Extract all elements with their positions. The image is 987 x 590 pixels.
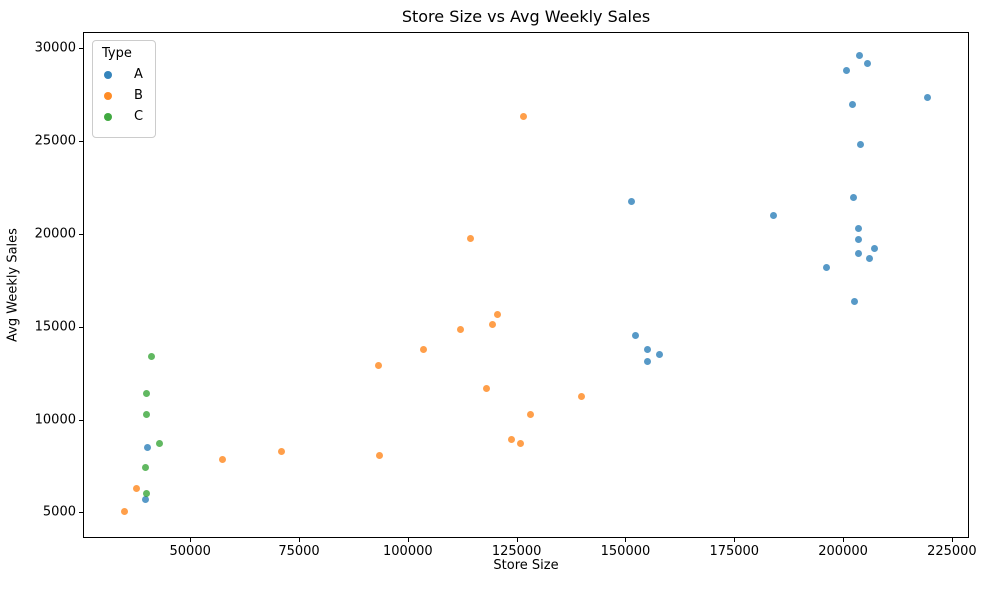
legend-label: A [134, 67, 143, 82]
plot-canvas: 50000 75000 100000 125000 150000 175000 200000… [35, 33, 977, 559]
legend-item-c: C [104, 109, 143, 124]
scatter-point-b [526, 410, 534, 418]
scatter-point-a [849, 100, 857, 108]
x-tick-mark [407, 538, 409, 542]
scatter-point-a [854, 225, 862, 233]
scatter-point-b [517, 439, 525, 447]
x-tick-label: 225000 [927, 544, 977, 559]
x-tick-mark [190, 538, 192, 542]
scatter-point-b [507, 435, 515, 443]
scatter-point-a [842, 66, 850, 74]
y-tick-label: 25000 [34, 133, 76, 149]
scatter-point-b [420, 346, 428, 354]
scatter-point-a [770, 211, 778, 219]
scatter-point-a [855, 236, 863, 244]
scatter-point-c [147, 353, 155, 361]
legend-label: C [134, 109, 144, 124]
scatter-point-a [870, 244, 878, 252]
y-tick-mark [79, 140, 83, 142]
scatter-point-b [376, 451, 384, 459]
scatter-point-a [823, 264, 831, 272]
x-tick-label: 175000 [709, 544, 760, 559]
scatter-point-a [142, 496, 150, 504]
scatter-point-c [143, 489, 151, 497]
scatter-point-b [466, 234, 474, 242]
scatter-point-c [141, 464, 149, 472]
scatter-point-b [483, 385, 491, 393]
x-tick-mark [625, 538, 627, 542]
chart-title: Store Size vs Avg Weekly Sales [401, 7, 651, 26]
legend-item-a: A [104, 67, 143, 82]
scatter-point-b [120, 508, 128, 516]
scatter-point-b [374, 361, 382, 369]
x-tick-label: 100000 [383, 544, 433, 559]
y-tick-label: 5000 [42, 504, 76, 520]
y-tick-mark [79, 47, 83, 49]
scatter-point-c [156, 440, 164, 448]
legend-label: B [134, 88, 143, 103]
x-tick-label: 50000 [169, 544, 211, 559]
scatter-point-a [643, 357, 651, 365]
x-tick-mark [951, 538, 953, 542]
x-tick-mark [516, 538, 518, 542]
scatter-point-a [923, 93, 931, 101]
scatter-point-b [132, 484, 140, 492]
scatter-point-b [519, 112, 527, 120]
legend-marker-icon [104, 70, 112, 79]
y-tick-label: 15000 [34, 319, 76, 335]
y-tick-mark [79, 419, 83, 421]
scatter-point-c [142, 389, 150, 397]
scatter-point-a [628, 197, 636, 205]
scatter-point-a [855, 249, 863, 257]
x-tick-label: 150000 [600, 544, 651, 559]
y-tick-mark [79, 512, 83, 514]
x-tick-mark [843, 538, 845, 542]
scatter-point-a [856, 141, 864, 149]
scatter-point-c [142, 411, 150, 419]
y-tick-label: 10000 [34, 412, 76, 427]
legend-title: Type [102, 46, 132, 61]
scatter-point-a [643, 346, 651, 354]
scatter-point-a [863, 60, 871, 68]
x-tick-label: 125000 [491, 544, 542, 559]
x-tick-mark [299, 538, 300, 542]
y-tick-mark [79, 326, 83, 328]
scatter-point-b [489, 321, 497, 328]
scatter-point-a [851, 298, 859, 306]
y-axis-label: Avg Weekly Sales [5, 228, 21, 342]
y-tick-label: 20000 [34, 226, 76, 242]
scatter-point-a [855, 52, 863, 60]
legend-marker-icon [104, 91, 112, 100]
legend-item-b: B [104, 88, 143, 103]
plot-area: 50000 75000 100000 125000 150000 175000 200000… [35, 32, 977, 559]
y-tick-mark [79, 233, 83, 235]
scatter-point-b [277, 447, 285, 455]
x-tick-label: 200000 [818, 544, 868, 559]
scatter-point-b [494, 310, 502, 318]
scatter-point-a [632, 331, 640, 339]
y-tick-label: 30000 [34, 40, 76, 56]
x-tick-label: 75000 [278, 544, 320, 559]
x-tick-mark [734, 538, 736, 542]
legend-marker-icon [104, 112, 112, 121]
scatter-point-b [456, 326, 464, 334]
scatter-point-a [655, 351, 663, 359]
scatter-point-b [578, 393, 586, 401]
x-axis-label: Store Size [493, 558, 559, 573]
scatter-point-a [865, 254, 873, 262]
scatter-point-b [218, 456, 226, 464]
scatter-point-a [850, 194, 858, 202]
scatter-point-a [143, 443, 151, 451]
